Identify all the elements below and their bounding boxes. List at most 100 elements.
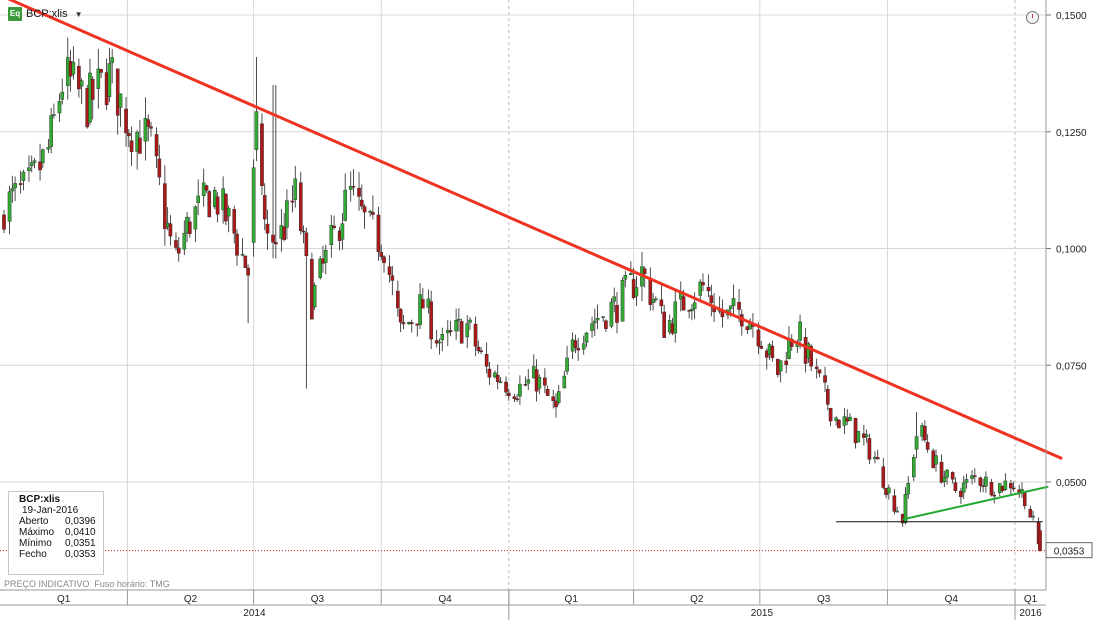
candle-body xyxy=(368,211,372,213)
candle-body xyxy=(973,475,977,477)
candle-body xyxy=(351,186,356,188)
quarter-label: Q1 xyxy=(1024,594,1038,605)
candle-body xyxy=(518,383,522,397)
candle-body xyxy=(1011,487,1016,490)
candle-body xyxy=(301,230,306,233)
candlestick-series[interactable] xyxy=(2,37,1042,552)
candle-body xyxy=(18,183,23,185)
candle-body xyxy=(260,123,264,186)
candle-body xyxy=(138,137,142,154)
candle-body xyxy=(620,279,625,322)
candle-body xyxy=(371,212,375,215)
candle-body xyxy=(828,407,833,422)
candle-body xyxy=(282,226,286,240)
candle-body xyxy=(454,320,458,332)
chevron-down-icon[interactable]: ▼ xyxy=(74,9,83,19)
candle-body xyxy=(604,320,608,329)
year-label: 2014 xyxy=(243,608,266,619)
quarter-label: Q3 xyxy=(311,594,325,605)
candle-body xyxy=(914,436,919,450)
candle-body xyxy=(182,232,187,250)
candle-body xyxy=(440,334,445,341)
candle-body xyxy=(398,308,403,323)
candle-body xyxy=(823,375,827,383)
candle-body xyxy=(545,388,550,396)
candle-body xyxy=(1009,483,1013,489)
candle-body xyxy=(46,147,51,150)
candle-body xyxy=(701,282,705,286)
candle-body xyxy=(698,281,703,296)
y-tick-label: 0,0750 xyxy=(1056,361,1087,372)
candle-body xyxy=(246,267,250,276)
candle-body xyxy=(681,296,686,311)
candle-body xyxy=(826,388,830,405)
candle-body xyxy=(304,232,309,257)
candle-body xyxy=(953,482,958,491)
candle-body xyxy=(60,91,65,100)
candle-body xyxy=(235,233,239,256)
info-row-low: Mínimo 0,0351 xyxy=(19,538,96,549)
clock-icon[interactable] xyxy=(1026,11,1039,24)
candle-body xyxy=(1028,508,1033,518)
candle-body xyxy=(387,266,392,275)
candle-body xyxy=(623,275,628,280)
candle-body xyxy=(784,360,789,365)
candle-body xyxy=(232,209,237,234)
candle-body xyxy=(379,252,384,257)
candle-body xyxy=(950,472,955,480)
candle-body xyxy=(262,195,267,220)
candle-body xyxy=(1038,530,1042,551)
trendlines[interactable] xyxy=(3,0,1063,523)
candle-body xyxy=(662,311,666,338)
candle-body xyxy=(817,369,822,374)
candle-body xyxy=(401,322,406,325)
candle-body xyxy=(382,256,386,263)
candle-body xyxy=(970,475,974,479)
quarter-label: Q2 xyxy=(690,594,704,605)
candle-body xyxy=(154,134,159,157)
candle-body xyxy=(157,158,162,178)
trendline-support xyxy=(902,485,1049,521)
candle-body xyxy=(293,178,298,200)
candle-body xyxy=(146,119,151,127)
candle-body xyxy=(27,167,31,172)
candle-body xyxy=(609,301,614,327)
ticker-header[interactable]: Eq BCP:xlis ▼ xyxy=(8,7,82,21)
candle-body xyxy=(867,438,872,460)
quarter-label: Q3 xyxy=(817,594,831,605)
candle-body xyxy=(778,360,783,372)
x-axis: Q1 Q2 Q3 Q4 Q1 Q2 Q3 Q4 Q1 2014 2015 2016 xyxy=(0,589,1046,620)
candle-body xyxy=(512,396,517,399)
candle-body xyxy=(479,350,483,352)
candle-body xyxy=(473,323,478,347)
ticker-label[interactable]: BCP:xlis xyxy=(26,8,68,20)
candle-body xyxy=(298,182,303,231)
y-tick-label: 0,1000 xyxy=(1056,245,1087,256)
candle-body xyxy=(226,207,231,217)
candle-body xyxy=(52,114,56,116)
candle-body xyxy=(429,301,433,340)
candle-body xyxy=(923,425,927,441)
candle-body xyxy=(21,171,26,181)
candle-body xyxy=(396,290,400,309)
candle-body xyxy=(409,322,414,324)
candle-body xyxy=(129,140,134,152)
candle-body xyxy=(96,68,101,89)
candle-body xyxy=(992,494,997,497)
candle-body xyxy=(731,298,736,307)
candle-body xyxy=(989,482,994,496)
candle-body xyxy=(565,357,569,372)
candle-body xyxy=(196,195,200,203)
candle-body xyxy=(38,161,42,171)
candle-body xyxy=(895,510,899,513)
candle-body xyxy=(573,340,578,348)
info-row-close: Fecho 0,0353 xyxy=(19,549,96,560)
candle-body xyxy=(590,323,594,331)
candle-body xyxy=(465,323,470,338)
candle-body xyxy=(692,302,697,309)
candle-body xyxy=(77,65,81,90)
candle-body xyxy=(360,199,364,207)
candle-body xyxy=(526,379,531,384)
candle-body xyxy=(332,225,336,228)
